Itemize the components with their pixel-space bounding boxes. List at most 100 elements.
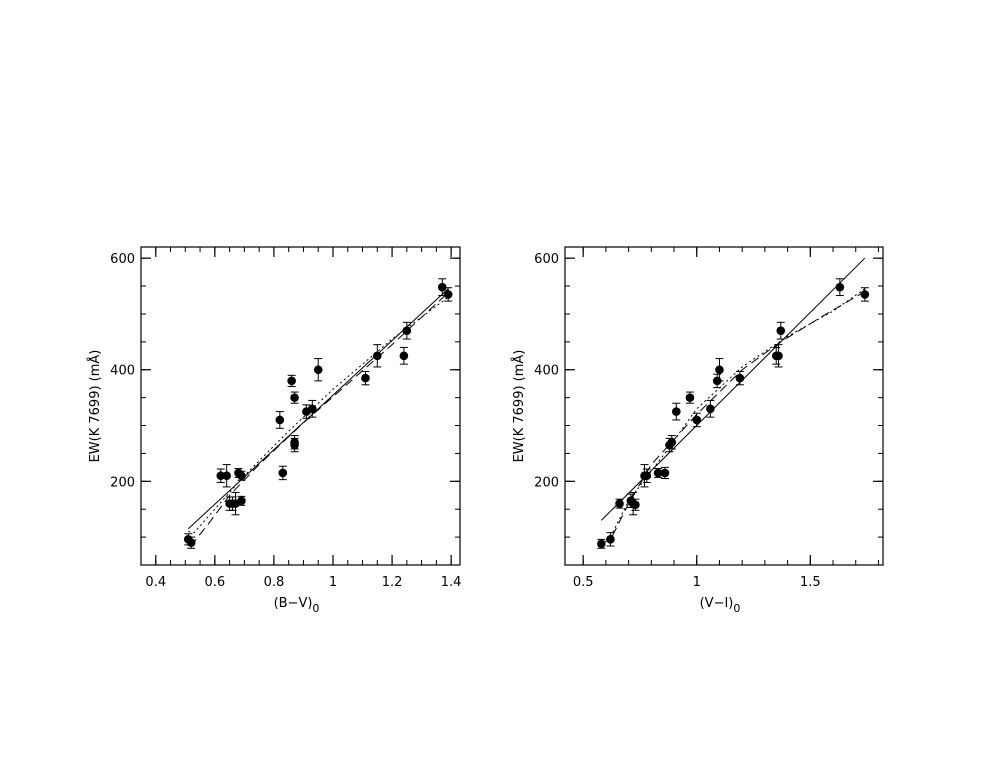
x-tick-label: 0.8 — [264, 575, 285, 590]
data-point — [774, 344, 783, 368]
fit-line-dotted — [601, 288, 866, 541]
data-point — [237, 495, 246, 506]
data-point — [642, 468, 652, 483]
data-point — [402, 321, 412, 340]
data-marker — [275, 415, 285, 425]
data-point — [860, 287, 870, 302]
x-tick-label: 1 — [329, 575, 337, 590]
data-marker — [653, 468, 663, 478]
data-marker — [287, 376, 296, 386]
x-tick-label: 1.5 — [800, 575, 821, 590]
data-marker — [606, 535, 615, 544]
y-tick-label: 400 — [534, 364, 559, 379]
data-point — [290, 435, 299, 450]
data-marker — [597, 539, 606, 549]
data-marker — [860, 290, 870, 299]
x-axis-title-main: (B−V) — [274, 596, 313, 611]
data-point — [735, 370, 745, 386]
data-marker — [615, 499, 624, 508]
data-marker — [290, 393, 299, 402]
data-marker — [735, 373, 745, 383]
data-marker — [667, 437, 677, 447]
y-axis-title: EW(K 7699) (mÅ) — [87, 350, 103, 463]
fit-line-dashed — [601, 291, 866, 544]
x-axis-title-main: (V−I) — [700, 596, 734, 611]
fit-line-solid — [600, 257, 866, 521]
plot-frame — [564, 246, 884, 566]
data-marker — [715, 365, 724, 375]
x-tick-label: 1.2 — [382, 575, 403, 590]
data-point — [615, 498, 624, 509]
data-marker — [672, 407, 681, 416]
data-marker — [835, 282, 845, 292]
data-marker — [313, 365, 323, 375]
data-point — [667, 435, 677, 450]
data-marker — [660, 468, 670, 478]
data-marker — [642, 471, 652, 481]
y-tick-label: 600 — [534, 252, 559, 267]
data-point — [237, 470, 246, 481]
data-marker — [443, 290, 453, 299]
data-point — [278, 465, 288, 481]
x-axis-title-subscript: 0 — [733, 602, 740, 615]
x-tick-label: 0.6 — [204, 575, 225, 590]
data-point — [437, 278, 447, 297]
data-marker — [706, 404, 715, 414]
data-point — [653, 467, 663, 478]
data-marker — [186, 538, 196, 547]
data-marker — [361, 373, 370, 383]
data-point — [672, 402, 681, 421]
data-point — [222, 464, 231, 488]
data-marker — [222, 471, 231, 481]
data-point — [308, 399, 317, 418]
fit-line-dotted — [188, 296, 449, 534]
x-tick-label: 1 — [693, 575, 701, 590]
plot-frame — [140, 246, 461, 566]
x-tick-label: 0.5 — [573, 575, 594, 590]
data-point — [631, 498, 640, 511]
data-marker — [290, 437, 299, 447]
data-point — [715, 358, 724, 382]
data-point — [372, 344, 382, 368]
data-point — [361, 370, 370, 386]
data-marker — [237, 471, 246, 481]
data-point — [443, 287, 453, 302]
data-marker — [372, 351, 382, 361]
data-point — [692, 412, 702, 428]
x-tick-label: 0.4 — [145, 575, 166, 590]
data-point — [216, 468, 226, 483]
y-axis-title: EW(K 7699) (mÅ) — [511, 350, 527, 463]
data-point — [287, 374, 296, 387]
y-tick-label: 400 — [110, 364, 135, 379]
data-point — [606, 532, 615, 547]
x-axis-title: (B−V)0 — [274, 596, 320, 615]
data-marker — [237, 496, 246, 506]
data-point — [706, 399, 715, 418]
data-point — [776, 321, 786, 340]
chart-panel-vi: 0.5 1 1.5 200 400 600 (V−I)0 EW(K 7699) (mÅ) — [511, 246, 884, 615]
data-point — [685, 391, 695, 404]
data-point — [290, 391, 299, 404]
data-point — [597, 538, 606, 549]
data-point — [399, 346, 409, 365]
x-axis-title: (V−I)0 — [700, 596, 741, 615]
data-marker — [399, 351, 409, 361]
data-marker — [437, 282, 447, 292]
y-tick-label: 600 — [110, 252, 135, 267]
y-tick-label: 200 — [534, 475, 559, 490]
data-marker — [631, 500, 640, 510]
x-axis-title-subscript: 0 — [312, 602, 319, 615]
data-marker — [402, 326, 412, 335]
data-point — [275, 411, 285, 429]
data-marker — [776, 326, 786, 335]
data-marker — [685, 393, 695, 402]
data-marker — [308, 404, 317, 414]
data-point — [660, 466, 670, 480]
data-marker — [278, 468, 288, 478]
chart-panel-bv: 0.4 0.6 0.8 1 1.2 1.4 200 400 600 (B−V)0 EW(K 7699… — [87, 246, 461, 615]
data-point — [313, 358, 323, 382]
data-marker — [774, 351, 783, 361]
fit-line-solid — [187, 288, 449, 530]
y-tick-label: 200 — [110, 475, 135, 490]
